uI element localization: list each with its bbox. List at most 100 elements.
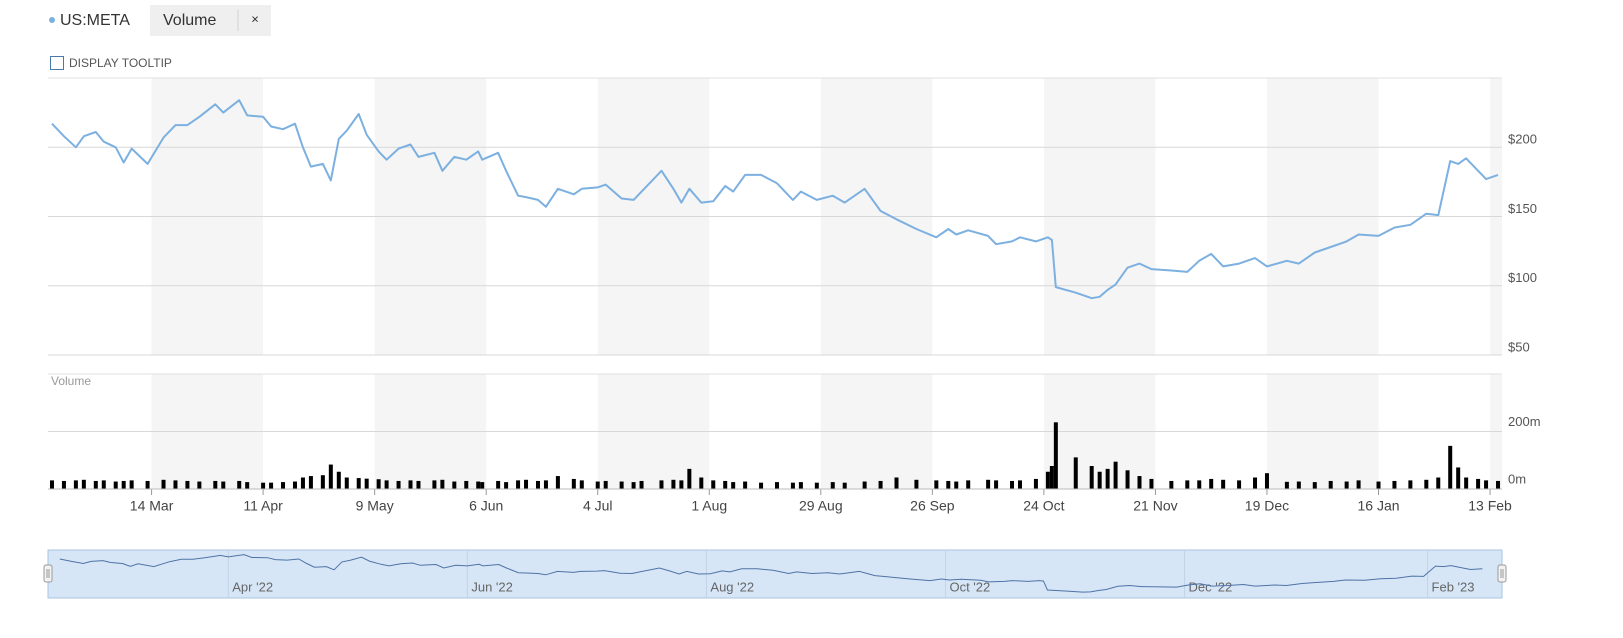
volume-bar (1053, 422, 1058, 489)
price-line (51, 99, 1499, 300)
volume-bar (524, 479, 529, 489)
volume-bar (659, 480, 664, 489)
volume-bar (1125, 470, 1130, 489)
volume-bar (452, 481, 457, 489)
volume-bar (774, 482, 779, 489)
volume-bar (1197, 480, 1202, 489)
volume-bar (1253, 477, 1258, 489)
volume-bar (1424, 479, 1429, 489)
volume-bar (504, 482, 509, 489)
indicator-label[interactable]: Volume (163, 12, 216, 29)
volume-bar (1284, 481, 1289, 489)
volume-bar (364, 478, 369, 489)
x-tick-label: 13 Feb (1468, 498, 1512, 514)
navigator-line (59, 554, 1483, 593)
tooltip-checkbox[interactable] (50, 56, 64, 70)
volume-bar (1169, 480, 1174, 489)
volume-bar (571, 478, 576, 489)
volume-bar (432, 480, 437, 489)
x-tick-label: 26 Sep (910, 498, 955, 514)
legend-marker (49, 17, 55, 23)
volume-bar (408, 480, 413, 489)
volume-bar (1097, 471, 1102, 489)
volume-bar (723, 480, 728, 489)
volume-bar (344, 477, 349, 489)
y2-tick-label: 200m (1508, 414, 1541, 429)
volume-bar (384, 480, 389, 489)
volume-bar (934, 480, 939, 489)
y-tick-label: $100 (1508, 270, 1537, 285)
volume-bar (1484, 480, 1489, 489)
volume-bar (197, 481, 202, 489)
volume-bar (300, 477, 305, 489)
volume-bar (1312, 482, 1317, 489)
volume-bar (1356, 480, 1361, 489)
volume-bar (1464, 477, 1469, 489)
volume-bar (269, 482, 274, 489)
volume-bar (61, 480, 66, 489)
volume-bar (480, 482, 485, 489)
volume-bar (1033, 478, 1038, 489)
volume-bar (699, 477, 704, 489)
volume-bar (1344, 481, 1349, 489)
navigator-tick-label: Oct '22 (949, 579, 990, 594)
y-tick-label: $50 (1508, 339, 1530, 354)
volume-bar (994, 480, 999, 489)
volume-bar (966, 480, 971, 489)
volume-bar (1496, 480, 1501, 489)
x-tick-label: 1 Aug (691, 498, 727, 514)
legend-label[interactable]: US:META (60, 12, 130, 29)
navigator-handle (1497, 564, 1507, 583)
volume-bar (946, 480, 951, 489)
volume-bar (1237, 480, 1242, 489)
volume-bar (464, 480, 469, 489)
volume-bar (535, 480, 540, 489)
volume-bar (603, 480, 608, 489)
volume-bar (1073, 457, 1078, 489)
plot-area: Volume $50 $100 $150 $200 0m 200m 14 Mar 11 Apr 9… (43, 77, 1541, 599)
volume-bar (759, 482, 764, 489)
close-button[interactable]: × (251, 11, 259, 26)
volume-bar (1049, 466, 1054, 489)
volume-bar (1045, 471, 1050, 489)
volume-bar (579, 480, 584, 489)
indicator-tab[interactable] (150, 5, 271, 36)
volume-bar (671, 479, 676, 489)
volume-bar (679, 480, 684, 489)
volume-bar (308, 476, 313, 489)
volume-bar (237, 480, 242, 489)
volume-bar (711, 480, 716, 489)
volume-bar (1408, 480, 1413, 489)
volume-bar (213, 480, 218, 489)
volume-bar (113, 481, 118, 489)
volume-bar (328, 464, 333, 489)
volume-bar (1328, 480, 1333, 489)
volume-bar (1376, 481, 1381, 489)
x-tick-label: 29 Aug (799, 498, 843, 514)
volume-bar (830, 482, 835, 489)
volume-bar (1392, 480, 1397, 489)
volume-bar (376, 479, 381, 489)
volume-bar (396, 480, 401, 489)
x-tick-label: 9 May (356, 498, 394, 514)
tooltip-label[interactable]: DISPLAY TOOLTIP (69, 56, 172, 70)
volume-bar (81, 479, 86, 489)
volume-bar (320, 475, 325, 489)
volume-bar (1017, 480, 1022, 489)
volume-bar (555, 476, 560, 489)
navigator-tick-label: Dec '22 (1189, 579, 1233, 594)
volume-bar (440, 479, 445, 489)
x-tick-label: 14 Mar (130, 498, 174, 514)
y2-tick-label: 0m (1508, 471, 1526, 486)
volume-bar (1456, 467, 1461, 489)
volume-bar (619, 481, 624, 489)
volume-bar (261, 482, 266, 489)
navigator-tick-label: Apr '22 (232, 579, 273, 594)
volume-bar (914, 479, 919, 489)
volume-bar (862, 481, 867, 489)
volume-bar (894, 477, 899, 489)
volume-bar (798, 482, 803, 489)
volume-bar (292, 481, 297, 489)
